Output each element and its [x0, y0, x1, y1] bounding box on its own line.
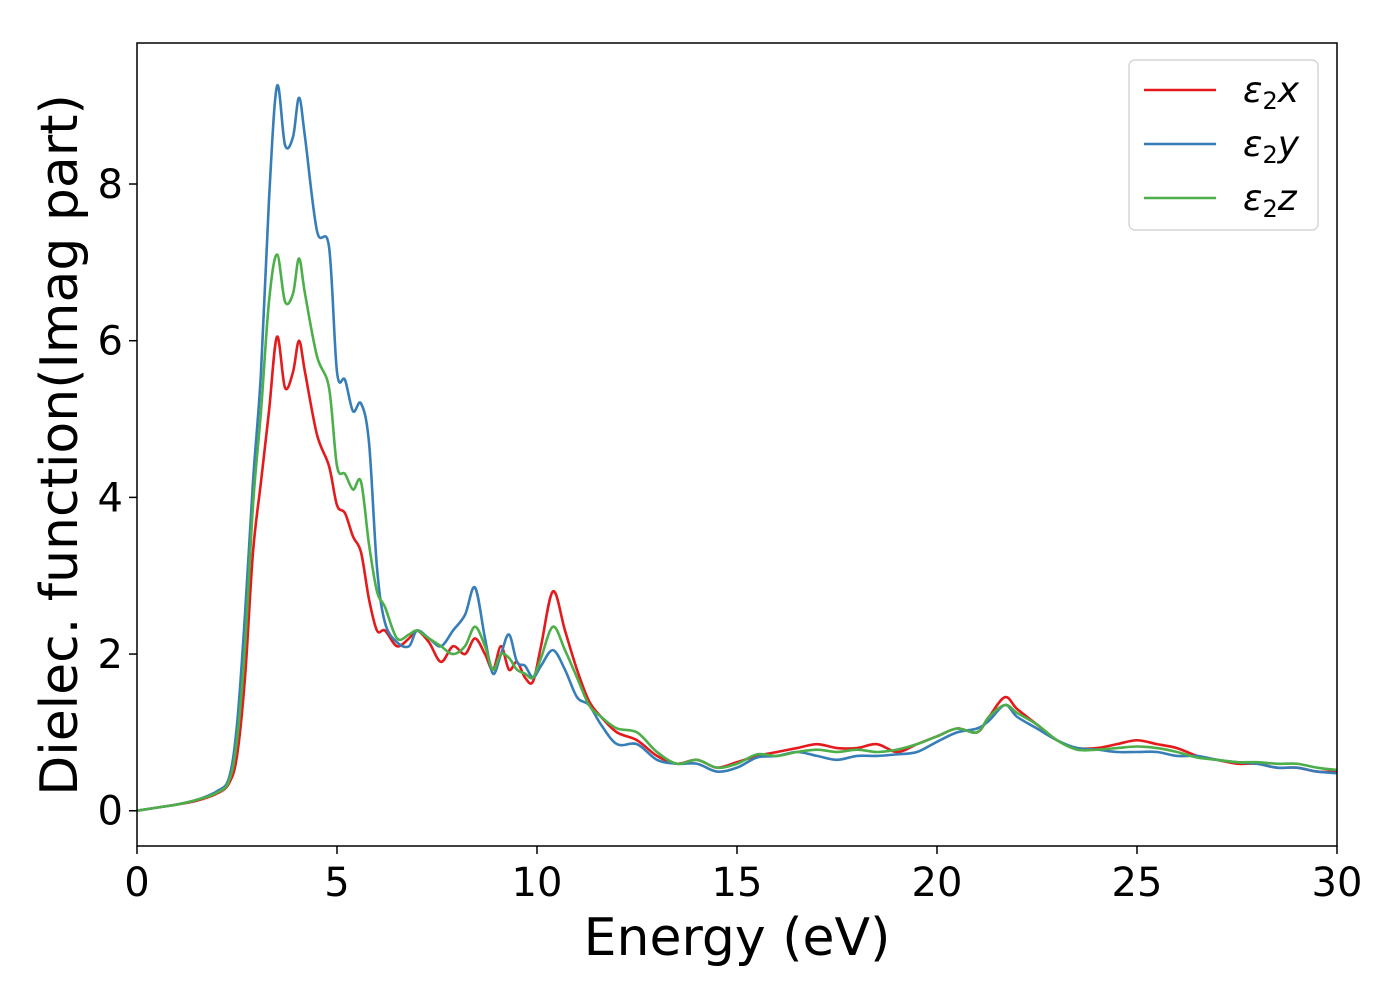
- x-axis-label: Energy (eV): [584, 908, 891, 968]
- legend: ε2x ε2y ε2z: [1128, 59, 1319, 231]
- y-tick-label: 2: [98, 632, 123, 678]
- x-tick-label: 5: [324, 860, 349, 906]
- x-tick-label: 15: [712, 860, 763, 906]
- legend-box: [1128, 59, 1319, 231]
- y-axis-label: Dielec. function(Imag part): [30, 94, 90, 796]
- x-tick-label: 20: [912, 860, 963, 906]
- y-axis: 0 2 4 6 8: [98, 162, 137, 835]
- x-tick-label: 0: [124, 860, 149, 906]
- y-tick-label: 4: [98, 475, 123, 521]
- legend-label-z: ε2z: [1243, 178, 1298, 223]
- x-tick-label: 10: [512, 860, 563, 906]
- series-line-z: [137, 253, 1337, 813]
- legend-label-x: ε2x: [1243, 70, 1300, 115]
- y-tick-label: 0: [98, 789, 123, 835]
- x-axis: 0 5 10 15 20 25 30: [124, 846, 1362, 906]
- x-tick-label: 25: [1112, 860, 1163, 906]
- series-layer: [137, 84, 1337, 813]
- y-tick-label: 6: [98, 319, 123, 365]
- legend-label-y: ε2y: [1243, 124, 1300, 169]
- x-tick-label: 30: [1312, 860, 1363, 906]
- y-tick-label: 8: [98, 162, 123, 208]
- series-line-x: [137, 335, 1337, 813]
